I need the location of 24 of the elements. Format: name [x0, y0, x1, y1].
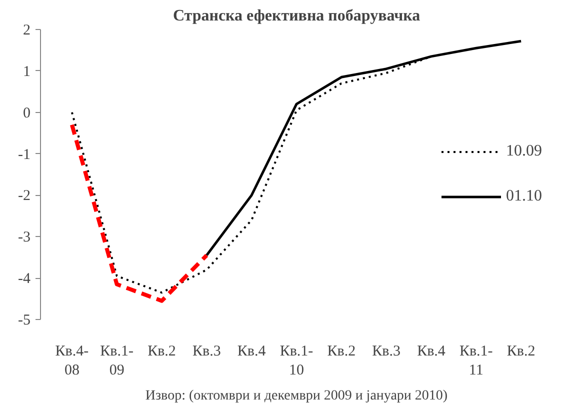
x-tick-label: Кв.1- 10 [280, 344, 314, 379]
x-tick-label: Кв.2 [148, 344, 176, 360]
text: Извор: (октомври и декември 2009 и јануари 2010) [145, 388, 448, 404]
x-tick-label: Кв.4 [237, 344, 266, 360]
x-tick-label: Кв.2 [327, 344, 356, 360]
line-series [70, 122, 209, 303]
y-tick-label: -3 [18, 230, 31, 246]
y-tick-label: 0 [23, 105, 30, 122]
x-tick-label: Кв.4- 08 [55, 344, 89, 379]
y-tick-label: 2 [23, 22, 30, 38]
y-tick-label: -5 [18, 312, 31, 328]
x-tick-label: Кв.3 [372, 344, 400, 360]
legend-label: 10.09 [506, 142, 542, 160]
y-tick-label: -2 [18, 188, 31, 204]
legend-label: 01.10 [506, 188, 542, 206]
x-tick-label: Кв.4 [417, 344, 446, 360]
y-tick-label: -4 [18, 271, 31, 288]
x-tick-label: Кв.1- 11 [459, 344, 493, 379]
y-tick-label: 1 [23, 64, 30, 80]
y-tick-label: -1 [18, 146, 31, 163]
chart-title: Странска ефективна побарувачка [172, 8, 420, 24]
x-tick-label: Кв.1- 09 [100, 344, 134, 379]
x-tick-label: Кв.2 [506, 344, 536, 360]
x-tick-label: Кв.3 [192, 344, 221, 360]
